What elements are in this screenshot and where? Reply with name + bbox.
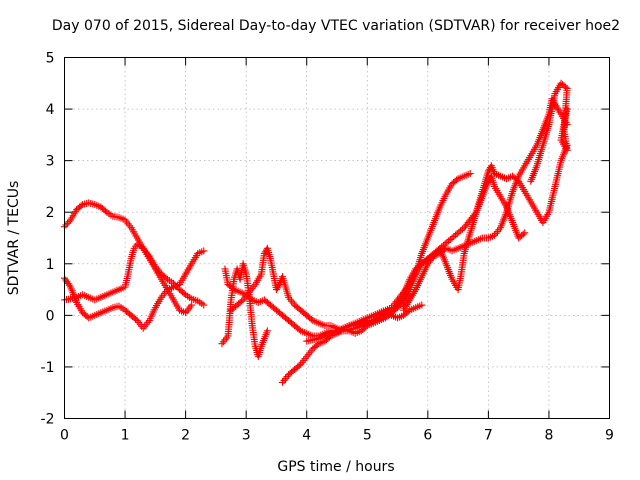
data-point [307, 315, 315, 323]
data-point [180, 289, 188, 297]
data-point [452, 231, 460, 239]
data-point [466, 170, 474, 178]
y-tick-labels: -2 -1 0 1 2 3 4 5 [41, 51, 55, 428]
axis-ticks [64, 57, 610, 419]
data-point [64, 279, 72, 287]
x-tick-label: 9 [605, 428, 614, 444]
x-tick-label: 6 [423, 428, 432, 444]
y-tick-label: -2 [41, 412, 55, 428]
x-axis-label: GPS time / hours [277, 459, 394, 475]
data-point [453, 230, 461, 238]
data-point [435, 246, 443, 254]
y-tick-label: -1 [41, 360, 55, 376]
y-tick-label: 2 [46, 205, 55, 221]
data-point [313, 341, 321, 349]
x-tick-labels: 0 1 2 3 4 5 6 7 8 9 [60, 428, 614, 444]
data-point [519, 230, 527, 238]
data-point [62, 276, 70, 284]
data-point [65, 218, 73, 226]
x-tick-label: 3 [242, 428, 251, 444]
data-point [418, 301, 426, 309]
data-point [563, 105, 571, 113]
data-point [453, 176, 461, 184]
series-track-11 [527, 79, 571, 185]
data-point [295, 326, 303, 334]
y-tick-label: 5 [46, 51, 55, 67]
data-point [445, 237, 453, 245]
y-tick-label: 1 [46, 257, 55, 273]
x-tick-label: 1 [121, 428, 130, 444]
grid-lines [64, 57, 610, 419]
series-track-3 [61, 240, 196, 317]
data-points [61, 79, 571, 386]
y-tick-label: 4 [46, 102, 55, 118]
x-tick-label: 8 [544, 428, 553, 444]
data-point [388, 306, 395, 314]
data-point [443, 238, 451, 246]
data-point [471, 210, 479, 218]
data-point [200, 247, 208, 255]
data-point [438, 243, 446, 251]
data-point [404, 307, 412, 315]
data-point [229, 284, 237, 292]
plot-frame [64, 57, 610, 419]
data-point [77, 202, 85, 210]
x-tick-label: 7 [484, 428, 493, 444]
data-point [247, 295, 255, 303]
data-point [101, 207, 109, 215]
data-point [458, 225, 466, 233]
y-tick-label: 0 [46, 308, 55, 324]
data-point [521, 229, 529, 237]
data-point [446, 235, 454, 243]
data-point [188, 301, 196, 309]
data-point [162, 274, 170, 282]
x-tick-label: 0 [60, 428, 69, 444]
data-point [295, 362, 303, 370]
data-point [448, 234, 456, 242]
data-point [274, 282, 282, 290]
data-point [562, 83, 570, 91]
data-point [450, 233, 458, 241]
x-tick-label: 2 [181, 428, 190, 444]
data-point [62, 221, 70, 229]
data-point [200, 301, 208, 309]
data-point [65, 281, 73, 289]
data-point [263, 327, 271, 335]
data-point [457, 227, 465, 235]
series-track-2 [61, 247, 208, 332]
series-track-7 [279, 95, 571, 386]
x-tick-label: 5 [363, 428, 372, 444]
y-tick-label: 3 [46, 154, 55, 170]
x-tick-label: 4 [302, 428, 311, 444]
data-point [436, 244, 444, 252]
data-point [238, 297, 246, 305]
data-point [389, 305, 397, 313]
data-point [441, 240, 449, 248]
data-point [455, 228, 463, 236]
data-point [439, 241, 447, 249]
data-point [64, 219, 72, 227]
data-point [132, 315, 140, 323]
series-track-4 [218, 260, 271, 361]
chart-title: Day 070 of 2015, Sidereal Day-to-day VTE… [52, 18, 620, 34]
series-track-10 [400, 172, 529, 314]
y-axis-label: SDTVAR / TECUs [6, 181, 22, 296]
